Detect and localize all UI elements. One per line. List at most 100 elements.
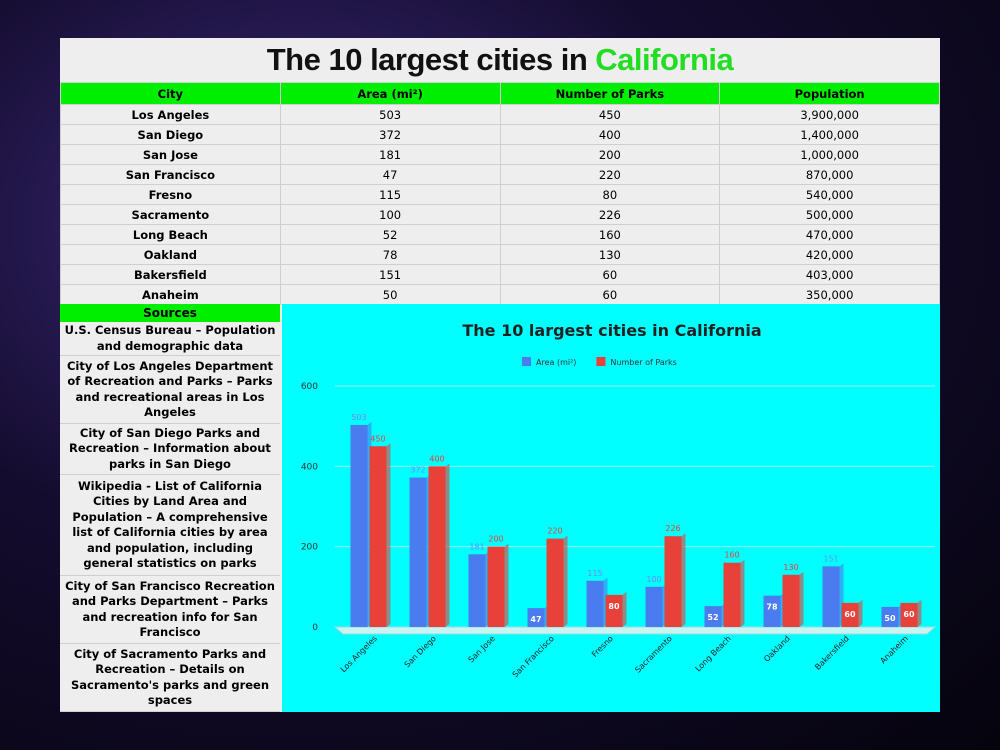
header-cell: Population [719,82,940,105]
table-row: Oakland 78 130 420,000 [60,244,940,265]
data-label: 372 [410,466,425,475]
table-cell: Long Beach [60,224,281,245]
table-cell: 1,000,000 [719,144,940,165]
bar [900,602,918,627]
data-label: 400 [429,454,444,463]
table-cell: 60 [499,284,721,305]
table-row: Sacramento 100 226 500,000 [60,204,940,225]
bar [822,566,840,627]
legend-swatch [522,357,531,366]
x-tick-label: San Diego [403,634,438,669]
bar-side [740,559,745,627]
y-tick-label: 0 [312,623,318,633]
header-cell: Number of Parks [499,82,721,105]
y-tick-label: 200 [301,543,318,553]
bar-side [799,571,804,627]
table-row: San Francisco 47 220 870,000 [60,164,940,185]
data-label: 151 [823,554,838,563]
x-tick-label: Long Beach [694,634,733,673]
infographic: The 10 largest cities in California City A… [60,38,940,712]
table-cell: 50 [279,284,501,305]
table-cell: Oakland [60,244,281,265]
x-tick-label: Fresno [590,634,615,659]
table-cell: 80 [499,184,721,205]
x-tick-label: Sacramento [633,634,674,675]
data-label: 80 [608,602,620,611]
bar [704,606,722,627]
x-tick-label: Bakersfield [813,634,851,672]
source-item: City of San Francisco Recreation and Par… [60,576,280,645]
table-cell: 500,000 [719,204,940,225]
source-item: Wikipedia - List of California Cities by… [60,475,280,577]
data-label: 226 [665,524,680,533]
table-cell: San Francisco [60,164,281,185]
bar [546,538,564,627]
table-cell: 160 [499,224,721,245]
table-cell: 420,000 [719,244,940,265]
table-cell: 1,400,000 [719,124,940,145]
data-label: 115 [587,569,602,578]
bar [428,466,446,627]
table-cell: 60 [499,264,721,285]
x-tick-label: Anaheim [878,634,910,666]
bar [369,446,387,627]
table-cell: 52 [279,224,501,245]
table-row: Fresno 115 80 540,000 [60,184,940,205]
bar [409,477,427,627]
data-label: 60 [903,610,915,619]
bar-side [858,599,863,627]
y-tick-label: 400 [301,462,318,472]
table-cell: 200 [499,144,721,165]
table-row: San Jose 181 200 1,000,000 [60,144,940,165]
data-label: 78 [766,603,778,612]
table-cell: 350,000 [719,284,940,305]
table-cell: Sacramento [60,204,281,225]
bar-side [445,463,450,627]
bar-side [504,543,509,627]
table-cell: 130 [499,244,721,265]
data-label: 60 [844,610,856,619]
table-cell: 220 [499,164,721,185]
data-label: 181 [469,542,484,551]
table-cell: 78 [279,244,501,265]
legend-swatch [596,357,606,366]
table-row: Long Beach 52 160 470,000 [60,224,940,245]
bar-side [563,535,568,627]
title-highlight: California [595,42,734,77]
bar [723,562,741,627]
source-item: City of Sacramento Parks and Recreation … [60,644,280,712]
legend-label: Number of Parks [610,358,676,367]
bar [645,586,663,627]
bar-side [917,599,922,627]
chart: The 10 largest cities in California 0 200… [282,304,940,712]
source-item: City of Los Angeles Department of Recrea… [60,356,280,425]
bar [763,595,781,627]
sources-header: Sources [60,304,280,322]
page-title: The 10 largest cities in California [60,38,940,82]
data-label: 50 [884,614,896,623]
bar-side [681,533,686,627]
bar [841,602,859,627]
data-label: 47 [530,615,541,624]
bar [487,546,505,627]
header-row: City Area (mi²) Number of Parks Population [60,82,940,105]
chart-title: The 10 largest cities in California [462,321,761,340]
bar [468,554,486,627]
table-cell: Bakersfield [60,264,281,285]
table-cell: 400 [499,124,721,145]
title-text: The 10 largest cities in [266,42,588,77]
table-row: Anaheim 50 60 350,000 [60,284,940,305]
table-cell: 503 [279,104,501,125]
source-item: City of San Diego Parks and Recreation –… [60,424,280,476]
table-cell: 540,000 [719,184,940,205]
table-cell: San Jose [60,144,281,165]
data-label: 160 [724,551,739,560]
table-cell: 115 [279,184,501,205]
data-label: 220 [547,527,562,536]
x-tick-label: Los Angeles [339,634,379,674]
bar-side [622,591,627,627]
table-cell: Anaheim [60,284,281,305]
data-label: 200 [488,535,503,544]
table-cell: 403,000 [719,264,940,285]
